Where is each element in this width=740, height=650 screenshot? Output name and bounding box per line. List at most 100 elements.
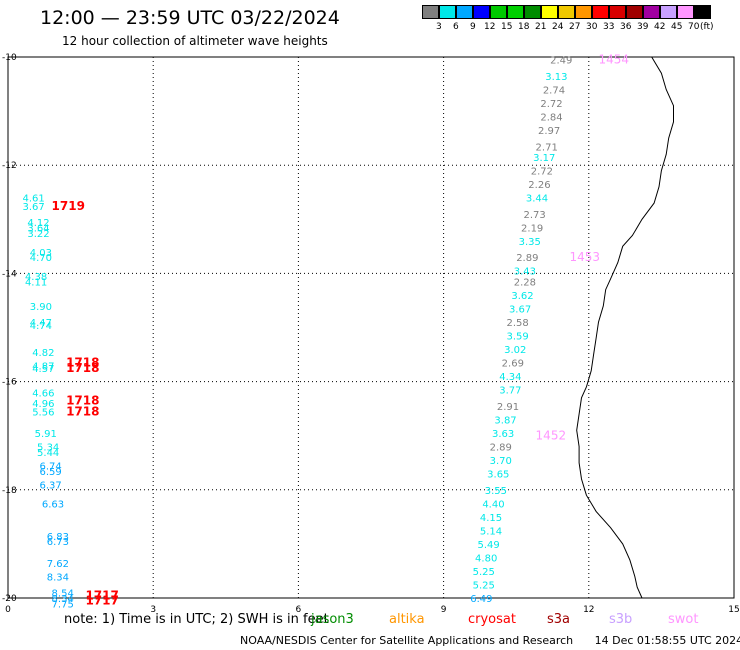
pass-time-label: 1453 (569, 250, 600, 264)
wave-height-label: 2.89 (516, 253, 538, 264)
wave-height-label: 3.90 (30, 302, 52, 313)
wave-height-label: 8.34 (52, 594, 74, 605)
legend-swot: swot (668, 612, 699, 627)
legend-altika: altika (389, 612, 425, 627)
colorbar-label: 12 (484, 22, 496, 32)
pass-time-label: 1717 (85, 594, 118, 608)
pass-time-label: 1718 (66, 361, 99, 375)
wave-height-label: 6.74 (39, 461, 61, 472)
wave-height-label: 6.73 (47, 537, 69, 548)
colorbar-swatch (643, 5, 660, 19)
pass-time-label: 1719 (52, 199, 85, 213)
colorbar-label: 70 (688, 22, 700, 32)
x-tick-label: 6 (296, 605, 302, 615)
wave-height-label: 3.13 (545, 72, 567, 83)
y-tick-label: -10 (2, 53, 17, 63)
wave-height-label: 6.59 (39, 467, 61, 478)
colorbar-label: 45 (671, 22, 683, 32)
wave-height-label: 8.54 (52, 589, 74, 600)
legend-cryosat: cryosat (468, 612, 516, 627)
wave-height-label: 2.69 (502, 359, 524, 370)
colorbar-swatch (609, 5, 626, 19)
colorbar-swatch (439, 5, 456, 19)
x-tick-label: 9 (441, 605, 447, 615)
wave-height-label: 2.26 (528, 180, 550, 191)
wave-height-label: 2.72 (531, 167, 553, 178)
wave-height-label: 5.44 (37, 448, 59, 459)
wave-height-label: 5.14 (480, 526, 502, 537)
wave-height-label: 6.83 (47, 532, 69, 543)
wave-height-label: 3.02 (504, 345, 526, 356)
wave-height-label: 3.65 (487, 470, 509, 481)
wave-height-label: 3.77 (499, 386, 521, 397)
y-tick-label: -20 (2, 594, 17, 604)
colorbar-swatch (541, 5, 558, 19)
legend-jason3: jason3 (311, 612, 354, 627)
wave-height-label: 5.25 (473, 580, 495, 591)
wave-height-label: 2.19 (521, 223, 543, 234)
y-tick-label: -14 (2, 269, 17, 279)
colorbar-label: 33 (603, 22, 615, 32)
coastline (576, 56, 674, 599)
wave-height-label: 6.63 (42, 499, 64, 510)
colorbar-swatch (626, 5, 643, 19)
wave-height-label: 5.25 (473, 567, 495, 578)
legend-s3b: s3b (609, 612, 633, 627)
colorbar-swatch (592, 5, 609, 19)
pass-time-label: 1452 (536, 429, 567, 443)
wave-height-label: 2.49 (550, 56, 572, 67)
wave-height-label: 3.63 (492, 429, 514, 440)
wave-height-label: 4.57 (32, 364, 54, 375)
wave-height-label: 4.96 (32, 399, 54, 410)
wave-height-label: 4.03 (30, 248, 52, 259)
wave-height-label: 2.28 (514, 278, 536, 289)
colorbar-label: 9 (470, 22, 476, 32)
colorbar-swatch (575, 5, 592, 19)
wave-height-label: 3.87 (494, 415, 516, 426)
wave-height-label: 7.75 (52, 599, 74, 610)
y-tick-label: -16 (2, 378, 17, 388)
wave-height-label: 7.62 (47, 559, 69, 570)
footer-org: NOAA/NESDIS Center for Satellite Applica… (240, 634, 574, 647)
colorbar-swatch (677, 5, 694, 19)
wave-height-label: 5.91 (35, 429, 57, 440)
x-tick-label: 0 (5, 605, 11, 615)
wave-height-label: 3.67 (509, 305, 531, 316)
map-frame (7, 56, 735, 599)
wave-height-label: 4.87 (32, 361, 54, 372)
footer: NOAA/NESDIS Center for Satellite Applica… (240, 634, 740, 647)
colorbar-swatch (473, 5, 490, 19)
colorbar-label: 27 (569, 22, 581, 32)
wave-height-label: 3.22 (27, 229, 49, 240)
colorbar-label: 24 (552, 22, 564, 32)
wave-height-label: 3.59 (507, 332, 529, 343)
pass-time-label: 1718 (66, 394, 99, 408)
colorbar-swatch (507, 5, 524, 19)
wave-height-label: 2.91 (497, 402, 519, 413)
pass-time-label: 1454 (598, 53, 629, 67)
colorbar-label: 36 (620, 22, 632, 32)
y-tick-label: -18 (2, 486, 17, 496)
wave-height-label: 2.58 (507, 318, 529, 329)
wave-height-label: 6.37 (39, 480, 61, 491)
pass-time-label: 1718 (66, 356, 99, 370)
footer-timestamp: 14 Dec 01:58:55 UTC 2024 (594, 634, 740, 647)
wave-height-label: 4.70 (30, 253, 52, 264)
colorbar-label: 21 (535, 22, 547, 32)
wave-height-label: 3.44 (526, 194, 548, 205)
chart-subtitle: 12 hour collection of altimeter wave hei… (62, 34, 328, 48)
wave-height-label: 3.62 (511, 291, 533, 302)
colorbar-swatch (694, 5, 711, 19)
wave-height-label: 2.84 (540, 113, 562, 124)
colorbar-swatch (524, 5, 541, 19)
colorbar-swatch (422, 5, 439, 19)
wave-height-label: 4.12 (27, 218, 49, 229)
wave-height-label: 2.71 (536, 142, 558, 153)
chart-title: 12:00 — 23:59 UTC 03/22/2024 (40, 7, 340, 29)
wave-height-label: 2.73 (523, 210, 545, 221)
x-tick-label: 3 (150, 605, 156, 615)
wave-height-label: 3.55 (485, 486, 507, 497)
wave-height-label: 3.43 (514, 267, 536, 278)
pass-time-label: 1717 (85, 588, 118, 602)
